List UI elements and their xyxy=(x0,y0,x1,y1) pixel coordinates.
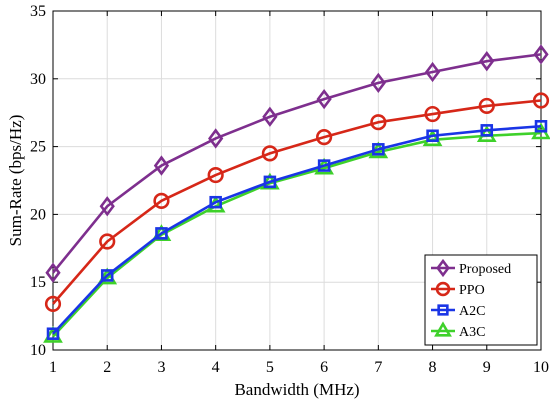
square-marker xyxy=(46,327,60,340)
x-tick-label: 1 xyxy=(49,359,57,376)
y-tick-label: 10 xyxy=(30,342,46,359)
y-tick-label: 20 xyxy=(30,206,46,223)
square-marker xyxy=(155,227,168,240)
square-marker xyxy=(426,129,439,143)
series-line xyxy=(52,131,542,338)
circle-marker xyxy=(261,145,278,162)
legend-label: A3C xyxy=(459,325,485,340)
circle-marker xyxy=(153,192,170,209)
y-tick-label: 30 xyxy=(30,71,46,88)
diamond-marker xyxy=(99,196,115,217)
circle-marker xyxy=(316,129,333,146)
plot-frame xyxy=(52,10,542,351)
circle-marker xyxy=(370,114,387,131)
x-tick-label: 7 xyxy=(374,359,382,376)
square-marker xyxy=(263,175,277,189)
x-tick-label: 9 xyxy=(483,359,491,376)
y-axis-label: Sum-Rate (bps/Hz) xyxy=(6,115,25,247)
legend-label: A2C xyxy=(459,304,485,319)
x-axis-label: Bandwidth (MHz) xyxy=(234,380,359,399)
square-marker xyxy=(100,269,114,282)
legend-label: Proposed xyxy=(459,262,511,277)
circle-marker xyxy=(435,281,451,297)
series-proposed xyxy=(45,44,549,283)
y-tick-label: 35 xyxy=(30,3,46,20)
x-tick-label: 2 xyxy=(103,359,111,376)
circle-marker xyxy=(532,92,550,109)
diamond-marker xyxy=(45,262,61,283)
x-tick-label: 3 xyxy=(157,359,165,376)
triangle-marker xyxy=(434,321,452,337)
legend-item: PPO xyxy=(431,281,485,298)
x-tick-label: 8 xyxy=(429,359,437,376)
square-marker xyxy=(480,124,494,137)
legend-label: PPO xyxy=(459,283,485,298)
x-tick-label: 10 xyxy=(533,359,549,376)
square-marker xyxy=(437,304,449,316)
series-line xyxy=(52,99,542,305)
circle-marker xyxy=(478,97,495,115)
series-line xyxy=(51,53,542,274)
series-line xyxy=(52,124,542,335)
diamond-marker xyxy=(424,61,441,83)
axis-ticks: 1 2 3 4 5 6 7 8 9 10 10 15 20 25 30 35 xyxy=(30,3,549,376)
legend-item: Proposed xyxy=(431,258,511,278)
x-tick-label: 6 xyxy=(320,359,328,376)
legend-item: A3C xyxy=(431,321,485,340)
y-tick-label: 25 xyxy=(30,139,46,156)
circle-marker xyxy=(424,105,441,123)
legend-item: A2C xyxy=(431,304,485,319)
series-ppo xyxy=(44,92,550,312)
circle-marker xyxy=(207,166,224,184)
circle-marker xyxy=(44,295,62,312)
diamond-marker xyxy=(208,128,224,149)
x-tick-label: 4 xyxy=(212,359,220,376)
diamond-marker xyxy=(370,72,386,94)
x-tick-label: 5 xyxy=(266,359,274,376)
square-marker xyxy=(372,143,385,156)
diamond-marker xyxy=(262,106,278,127)
diamond-marker xyxy=(153,155,170,176)
y-tick-label: 15 xyxy=(30,274,46,291)
square-marker xyxy=(534,120,548,133)
diamond-marker xyxy=(533,44,549,65)
series-a2c xyxy=(46,120,548,340)
square-marker xyxy=(317,159,331,172)
circle-marker xyxy=(99,233,116,250)
series-layer xyxy=(43,44,550,343)
legend: Proposed PPO A2C A3C xyxy=(424,254,538,346)
diamond-marker xyxy=(436,258,450,278)
square-marker xyxy=(209,195,222,209)
diamond-marker xyxy=(316,88,332,110)
diamond-marker xyxy=(479,51,495,72)
